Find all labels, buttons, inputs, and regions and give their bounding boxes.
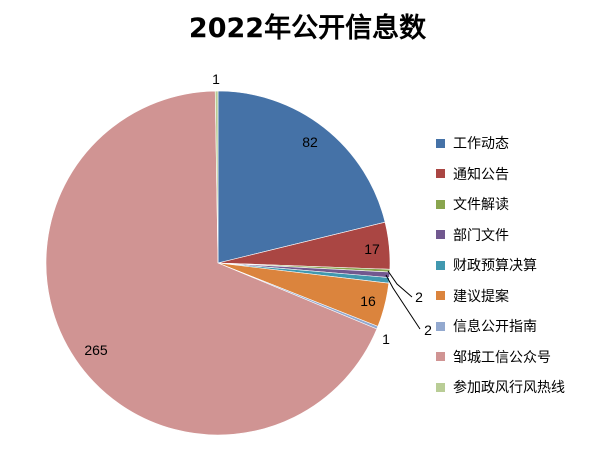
legend-item: 建议提案 — [436, 281, 565, 312]
legend-swatch — [436, 230, 445, 240]
legend-item: 参加政风行风热线 — [436, 372, 565, 403]
legend-swatch — [436, 260, 445, 270]
legend: 工作动态通知公告文件解读部门文件财政预算决算 建议提案信息公开指南 邹城工信公众号参… — [436, 128, 565, 403]
legend-swatch — [436, 382, 445, 392]
legend-label: 工作动态 — [453, 136, 509, 153]
legend-swatch — [436, 291, 445, 301]
data-label: 17 — [364, 241, 380, 257]
legend-label: 财政预算决算 — [453, 258, 537, 275]
leader-line — [387, 270, 413, 298]
legend-label: 通知公告 — [453, 166, 509, 183]
legend-swatch — [436, 138, 445, 148]
legend-item: 部门文件 — [436, 220, 565, 251]
data-label: 2 — [415, 289, 423, 305]
legend-label: 建议提案 — [453, 288, 509, 305]
leader-line — [385, 274, 421, 330]
legend-swatch — [436, 199, 445, 209]
legend-swatch — [436, 352, 445, 362]
legend-label: 参加政风行风热线 — [453, 380, 565, 397]
legend-item: 财政预算决算 — [436, 250, 565, 281]
pie-slice — [214, 90, 219, 264]
pie-slice — [217, 90, 386, 264]
data-label: 1 — [212, 71, 220, 87]
data-label: 16 — [360, 293, 376, 309]
data-label: 2 — [424, 322, 432, 338]
legend-item: 文件解读 — [436, 189, 565, 220]
legend-label: 邹城工信公众号 — [453, 349, 551, 366]
legend-swatch — [436, 169, 445, 179]
legend-item: 信息公开指南 — [436, 311, 565, 342]
data-label: 1 — [382, 331, 390, 347]
legend-label: 部门文件 — [453, 227, 509, 244]
pie-slice — [45, 90, 378, 436]
legend-label: 文件解读 — [453, 197, 509, 214]
data-label: 82 — [302, 134, 318, 150]
legend-item: 邹城工信公众号 — [436, 342, 565, 373]
legend-label: 信息公开指南 — [453, 319, 537, 336]
chart-title: 2022年公开信息数 — [188, 13, 427, 44]
legend-item: 通知公告 — [436, 159, 565, 190]
legend-item: 工作动态 — [436, 128, 565, 159]
data-label: 265 — [84, 342, 108, 358]
legend-swatch — [436, 321, 445, 331]
